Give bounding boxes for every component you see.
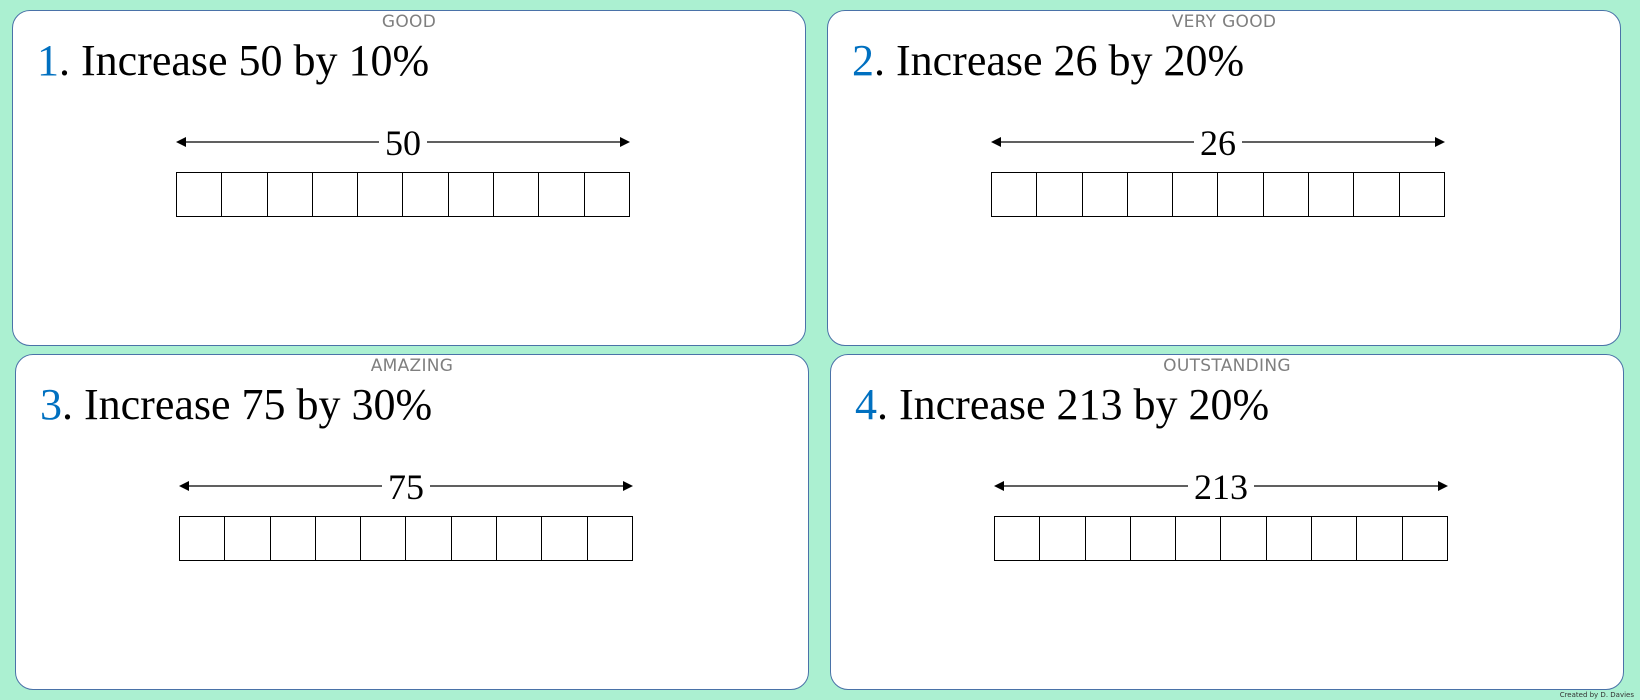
bar-model-cell [1218, 173, 1264, 216]
bar-model-cell [1131, 517, 1177, 560]
question-body: . Increase 213 by 20% [877, 380, 1270, 429]
difficulty-label: VERY GOOD [1171, 12, 1277, 32]
bar-model-cell [1267, 517, 1313, 560]
bar-model: 50 [176, 121, 630, 217]
question-card: OUTSTANDING 4. Increase 213 by 20% 213 [830, 354, 1624, 690]
bar-model-cell [361, 517, 407, 560]
bar-model-cell [1403, 517, 1447, 560]
bar-model-cell [1221, 517, 1267, 560]
bar-model-cell [403, 173, 449, 216]
bar-model-cell [1083, 173, 1128, 216]
bar-total: 213 [1188, 467, 1254, 507]
difficulty-label: GOOD [381, 12, 437, 32]
question-number: 4 [855, 380, 877, 429]
bar-model-cell [1312, 517, 1358, 560]
bar-total: 50 [379, 123, 427, 163]
bar-model-cell [222, 173, 268, 216]
question-text: 1. Increase 50 by 10% [37, 35, 429, 86]
credit-text: Created by D. Davies [1559, 691, 1634, 699]
question-number: 1 [37, 36, 59, 85]
bar-model-cell [494, 173, 540, 216]
bar-model-cell [268, 173, 313, 216]
bar-model: 213 [994, 465, 1448, 561]
bar-model-cell [452, 517, 498, 560]
difficulty-label: OUTSTANDING [1163, 356, 1291, 376]
bar-model-cell [225, 517, 271, 560]
bar-model-cell [1040, 517, 1086, 560]
bar-model-cell [588, 517, 632, 560]
bar-model-cell [995, 517, 1041, 560]
bar-model-cell [1309, 173, 1355, 216]
bar-model-cell [539, 173, 585, 216]
bar-cells [179, 516, 633, 561]
difficulty-label: AMAZING [370, 356, 454, 376]
bar-model-cell [358, 173, 404, 216]
bar-model-cell [1128, 173, 1174, 216]
question-card: VERY GOOD 2. Increase 26 by 20% 26 [827, 10, 1621, 346]
question-body: . Increase 75 by 30% [62, 380, 433, 429]
bar-model-cell [497, 517, 543, 560]
bar-model-cell [1354, 173, 1400, 216]
question-body: . Increase 26 by 20% [874, 36, 1245, 85]
bar-cells [176, 172, 630, 217]
bar-model-cell [1173, 173, 1219, 216]
question-card: AMAZING 3. Increase 75 by 30% 75 [15, 354, 809, 690]
bar-model-cell [1357, 517, 1403, 560]
bar-model: 75 [179, 465, 633, 561]
bar-model-cell [542, 517, 588, 560]
question-number: 3 [40, 380, 62, 429]
question-card: GOOD 1. Increase 50 by 10% 50 [12, 10, 806, 346]
bar-cells [991, 172, 1445, 217]
question-body: . Increase 50 by 10% [59, 36, 430, 85]
bar-model-cell [449, 173, 495, 216]
bar-cells [994, 516, 1448, 561]
bar-model-cell [180, 517, 226, 560]
bar-model-cell [1264, 173, 1310, 216]
question-text: 3. Increase 75 by 30% [40, 379, 432, 430]
bar-model-cell [1400, 173, 1444, 216]
bar-model-cell [177, 173, 223, 216]
bar-model-cell [992, 173, 1038, 216]
bar-model-cell [1176, 517, 1222, 560]
bar-total: 26 [1194, 123, 1242, 163]
bar-model-cell [585, 173, 629, 216]
question-text: 2. Increase 26 by 20% [852, 35, 1244, 86]
bar-model: 26 [991, 121, 1445, 217]
bar-model-cell [313, 173, 359, 216]
bar-model-cell [406, 517, 452, 560]
question-number: 2 [852, 36, 874, 85]
bar-model-cell [316, 517, 362, 560]
question-text: 4. Increase 213 by 20% [855, 379, 1269, 430]
bar-model-cell [271, 517, 316, 560]
bar-model-cell [1037, 173, 1083, 216]
bar-total: 75 [382, 467, 430, 507]
bar-model-cell [1086, 517, 1131, 560]
